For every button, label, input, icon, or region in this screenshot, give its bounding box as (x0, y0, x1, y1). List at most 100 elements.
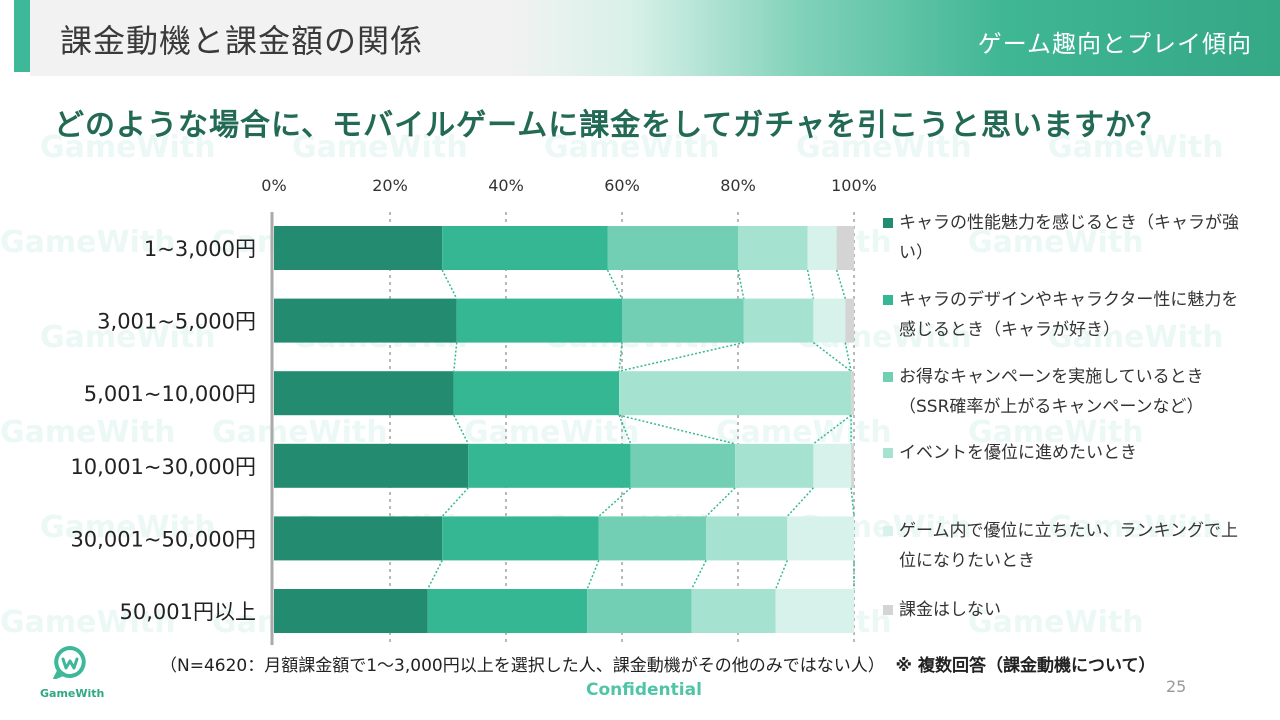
bar-segment (735, 443, 814, 488)
category-label: 30,001~50,000円 (70, 527, 256, 551)
bar-segment (738, 226, 808, 270)
watermark-text: GameWith (40, 510, 216, 545)
legend-swatch (883, 526, 893, 536)
bar-segment (619, 371, 852, 416)
bar-segment (274, 443, 469, 488)
series-connector-line (786, 487, 814, 517)
bar-segment (743, 298, 814, 343)
watermark-text: GameWith (40, 320, 216, 355)
legend-label: ゲーム内で優位に立ちたい、ランキングで上位になりたいとき (899, 521, 1238, 571)
bar-segment (851, 443, 854, 488)
header-accent-bar (14, 0, 30, 72)
bar-segment (442, 226, 608, 270)
bar-segment (836, 226, 854, 270)
series-connector-line (453, 342, 458, 372)
category-label: 5,001~10,000円 (84, 382, 256, 406)
x-tick-label: 60% (604, 176, 640, 195)
legend-swatch (883, 448, 893, 458)
bar-segment (813, 443, 852, 488)
series-connector-line (812, 414, 852, 445)
footnote: （N=4620：月額課金額で1〜3,000円以上を選択した人、課金動機がその他の… (160, 651, 1155, 676)
bar-segment (453, 371, 620, 416)
series-connector-line (441, 269, 458, 299)
x-tick-label: 0% (261, 176, 286, 195)
series-connector-line (850, 487, 855, 517)
x-tick-label: 100% (831, 176, 877, 195)
page-title: 課金動機と課金額の関係 (60, 22, 424, 60)
bar-segment (274, 589, 428, 633)
bar-segment (274, 516, 443, 561)
series-connector-line (618, 342, 623, 372)
footnote-bold: ※ 複数回答（課金動機について） (895, 656, 1156, 676)
series-connector-line (806, 269, 815, 299)
bar-segment (845, 298, 854, 343)
legend-swatch (883, 605, 893, 615)
legend-swatch (883, 372, 893, 382)
watermark-text: GameWith (544, 130, 720, 165)
section-label: ゲーム趣向とプレイ傾向 (977, 30, 1252, 58)
bar-segment (274, 371, 454, 416)
series-connector-line (844, 342, 852, 372)
watermark-text: GameWith (1048, 320, 1224, 355)
legend-label: イベントを優位に進めたいとき (899, 443, 1137, 463)
x-tick-label: 20% (372, 176, 408, 195)
watermark-text: GameWith (968, 415, 1144, 450)
bar-segment (630, 443, 736, 488)
bar-segment (706, 516, 788, 561)
series-connector-line (618, 414, 632, 445)
footnote-text: （N=4620：月額課金額で1〜3,000円以上を選択した人、課金動機がその他の… (160, 656, 885, 676)
legend-item: イベントを優位に進めたいとき (883, 438, 1243, 468)
confidential-label: Confidential (586, 680, 702, 700)
legend-swatch (883, 295, 893, 305)
series-connector-line (690, 560, 707, 590)
bar-segment (587, 589, 692, 633)
bar-segment (598, 516, 707, 561)
watermark-text: GameWith (968, 605, 1144, 640)
legend-label: お得なキャンペーンを実施しているとき（SSR確率が上がるキャンペーンなど） (899, 367, 1204, 417)
bar-segment (775, 589, 854, 633)
category-label: 3,001~5,000円 (97, 310, 256, 334)
bar-segment (456, 298, 622, 343)
watermark-text: GameWith (0, 415, 176, 450)
gamewith-logo: GameWith (40, 645, 105, 700)
bar-segment (468, 443, 631, 488)
x-tick-label: 80% (720, 176, 756, 195)
series-connector-line (427, 560, 443, 590)
watermark-text: GameWith (292, 130, 468, 165)
series-connector-line (453, 414, 469, 445)
page-number: 25 (1166, 677, 1187, 696)
bar-segment (787, 516, 854, 561)
bar-segment (442, 516, 599, 561)
category-label: 1~3,000円 (144, 237, 256, 261)
series-connector-line (598, 487, 632, 517)
survey-question: どのような場合に、モバイルゲームに課金をしてガチャを引こうと思いますか？ (54, 108, 1167, 143)
watermark-text: GameWith (0, 225, 176, 260)
bar-segment (274, 298, 457, 343)
bar-segment (622, 298, 744, 343)
gamewith-logo-icon (51, 645, 86, 681)
category-label: 10,001~30,000円 (70, 455, 256, 479)
x-tick-label: 40% (488, 176, 524, 195)
watermark-text: GameWith (40, 130, 216, 165)
bar-segment (274, 226, 443, 270)
bar-segment (691, 589, 776, 633)
legend-swatch (883, 218, 893, 228)
series-connector-line (618, 341, 744, 372)
legend-item: キャラのデザインやキャラクター性に魅力を感じるとき（キャラが好き） (883, 285, 1243, 345)
series-connector-line (586, 560, 600, 590)
watermark-text: GameWith (796, 130, 972, 165)
series-connector-line (835, 269, 847, 299)
series-connector-line (705, 487, 736, 517)
series-connector-line (737, 269, 745, 299)
series-connector-line (618, 414, 736, 445)
series-connector-line (606, 269, 623, 299)
legend-item: ゲーム内で優位に立ちたい、ランキングで上位になりたいとき (883, 516, 1243, 576)
watermark-text: GameWith (1048, 130, 1224, 165)
bar-segment (607, 226, 738, 270)
series-connector-line (775, 560, 788, 590)
bar-segment (851, 371, 854, 416)
logo-text: GameWith (40, 687, 105, 700)
legend-item: キャラの性能魅力を感じるとき（キャラが強い） (883, 208, 1243, 268)
legend-label: キャラの性能魅力を感じるとき（キャラが強い） (899, 213, 1239, 263)
